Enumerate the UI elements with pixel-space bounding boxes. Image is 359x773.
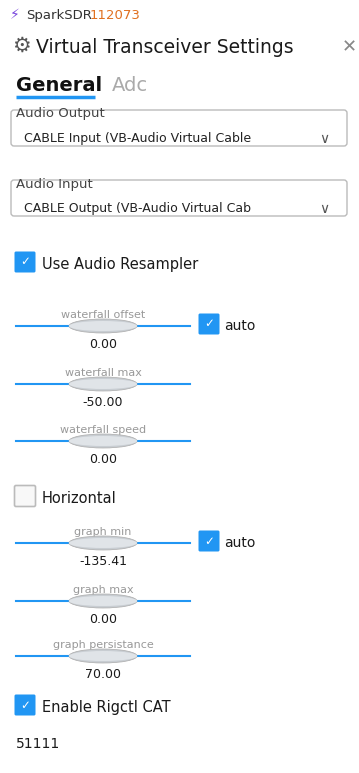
Text: 51111: 51111 [16,737,60,751]
Text: ∨: ∨ [319,132,329,146]
Text: waterfall max: waterfall max [65,368,141,378]
Text: Audio Input: Audio Input [16,178,93,191]
Text: CABLE Output (VB-Audio Virtual Cab: CABLE Output (VB-Audio Virtual Cab [24,202,251,215]
Text: 0.00: 0.00 [89,338,117,351]
Text: auto: auto [224,536,255,550]
FancyBboxPatch shape [199,314,219,335]
Ellipse shape [69,377,137,391]
Text: SparkSDR: SparkSDR [26,9,92,22]
Ellipse shape [69,596,137,606]
FancyBboxPatch shape [14,251,36,273]
Text: ✕: ✕ [342,38,357,56]
Ellipse shape [69,538,137,548]
Ellipse shape [69,436,137,446]
Ellipse shape [69,653,137,659]
Text: -135.41: -135.41 [79,555,127,568]
Ellipse shape [69,651,137,661]
Text: Adc: Adc [112,76,148,95]
Text: ⚙: ⚙ [12,36,31,56]
Text: 0.00: 0.00 [89,453,117,466]
Text: ✓: ✓ [204,534,214,547]
Text: ✓: ✓ [20,256,30,268]
Text: Virtual Transceiver Settings: Virtual Transceiver Settings [36,38,294,57]
Text: waterfall speed: waterfall speed [60,425,146,435]
Text: ✓: ✓ [20,699,30,711]
Ellipse shape [69,381,137,387]
Text: CABLE Input (VB-Audio Virtual Cable: CABLE Input (VB-Audio Virtual Cable [24,132,251,145]
Ellipse shape [69,536,137,550]
FancyBboxPatch shape [199,530,219,551]
FancyBboxPatch shape [14,485,36,506]
Ellipse shape [69,321,137,331]
Text: -50.00: -50.00 [83,396,123,409]
Text: ∨: ∨ [319,202,329,216]
FancyBboxPatch shape [11,110,347,146]
Text: Audio Output: Audio Output [16,107,105,120]
Text: Enable Rigctl CAT: Enable Rigctl CAT [42,700,171,715]
FancyBboxPatch shape [14,694,36,716]
Ellipse shape [69,319,137,333]
FancyBboxPatch shape [11,180,347,216]
Text: graph persistance: graph persistance [53,640,153,650]
Text: graph max: graph max [73,585,133,595]
Ellipse shape [69,323,137,329]
Text: waterfall offset: waterfall offset [61,310,145,320]
Ellipse shape [69,438,137,444]
Text: Horizontal: Horizontal [42,491,117,506]
Text: 112073: 112073 [90,9,141,22]
Ellipse shape [69,598,137,604]
Text: auto: auto [224,319,255,333]
Text: Use Audio Resampler: Use Audio Resampler [42,257,198,272]
Text: graph min: graph min [74,527,132,537]
Ellipse shape [69,649,137,663]
Ellipse shape [69,594,137,608]
Text: 70.00: 70.00 [85,668,121,681]
Text: General: General [16,76,102,95]
Ellipse shape [69,379,137,389]
Text: ✓: ✓ [204,318,214,331]
Ellipse shape [69,434,137,448]
Text: 0.00: 0.00 [89,613,117,626]
Text: ⚡: ⚡ [10,8,20,22]
Ellipse shape [69,540,137,546]
